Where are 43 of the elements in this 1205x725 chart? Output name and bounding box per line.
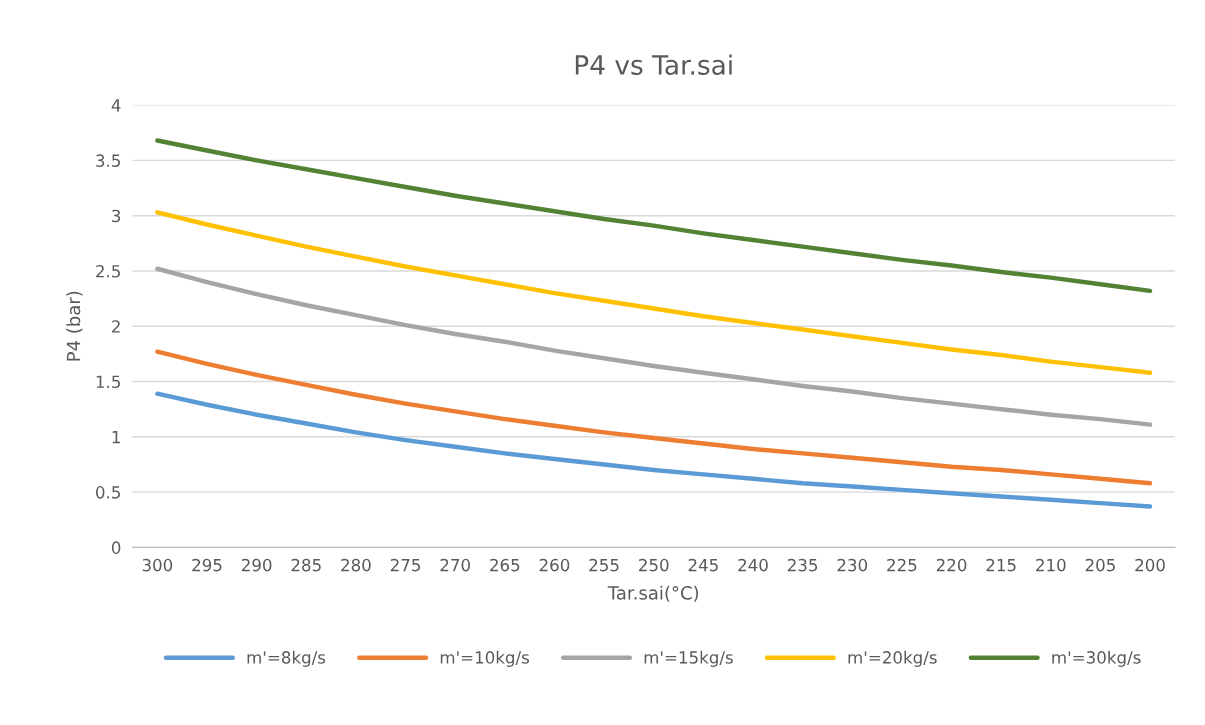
x-tick-label: 225 <box>887 558 917 572</box>
x-tick-label: 260 <box>539 558 570 572</box>
x-tick-label: 215 <box>986 558 1016 572</box>
x-tick-label: 255 <box>589 558 619 572</box>
x-tick-label: 265 <box>490 558 520 572</box>
y-axis-title: P4 (bar) <box>66 291 83 361</box>
line-series <box>155 138 1153 294</box>
x-tick-label: 240 <box>738 558 768 572</box>
chart-title: P4 vs Tar.sai <box>575 54 732 75</box>
x-tick-label: 200 <box>1135 558 1165 572</box>
y-tick-label: 3.5 <box>96 154 120 167</box>
x-axis-title: Tar.sai(°C) <box>607 585 699 602</box>
x-tick-label: 210 <box>1036 558 1066 572</box>
line-series <box>155 349 1153 486</box>
legend-label: m'=20kg/s <box>848 650 937 667</box>
y-tick-label: 0.5 <box>96 486 120 499</box>
line-series <box>155 391 1153 509</box>
legend-label: m'=15kg/s <box>644 650 733 667</box>
x-tick-label: 280 <box>341 558 371 572</box>
x-tick-label: 205 <box>1085 558 1115 572</box>
legend-label: m'=10kg/s <box>440 650 530 667</box>
x-tick-label: 290 <box>241 558 272 572</box>
x-tick-label: 220 <box>936 558 967 572</box>
y-tick-label: 2.5 <box>96 264 120 278</box>
x-tick-label: 285 <box>291 558 321 572</box>
x-tick-label: 245 <box>688 558 718 572</box>
x-tick-label: 250 <box>639 558 669 572</box>
y-tick-label: 1 <box>112 430 120 444</box>
y-tick-label: 3 <box>112 209 121 223</box>
y-tick-label: 4 <box>111 99 121 112</box>
y-tick-label: 1.5 <box>96 375 120 389</box>
x-tick-label: 275 <box>390 558 420 572</box>
x-tick-label: 235 <box>787 558 818 572</box>
y-tick-label: 2 <box>112 320 120 333</box>
line-series <box>155 210 1153 375</box>
x-tick-label: 295 <box>192 558 222 572</box>
line-series <box>155 266 1153 427</box>
x-tick-label: 300 <box>142 558 173 572</box>
x-tick-label: 270 <box>440 558 470 572</box>
legend-label: m'=8kg/s <box>247 650 326 667</box>
legend-label: m'=30kg/s <box>1052 650 1141 667</box>
y-tick-label: 0 <box>111 541 121 554</box>
x-tick-label: 230 <box>837 558 868 572</box>
